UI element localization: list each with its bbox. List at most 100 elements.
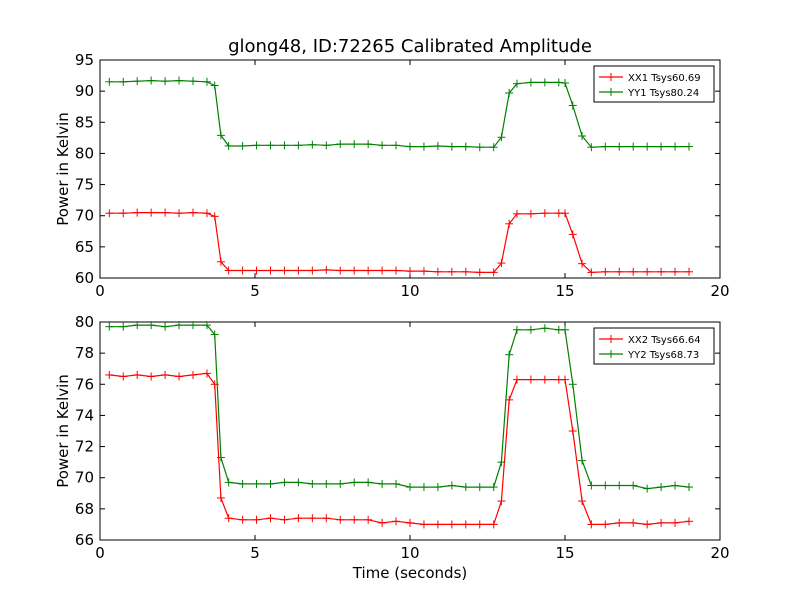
y-tick-label: 80 xyxy=(75,144,94,162)
data-point xyxy=(364,266,373,275)
data-point xyxy=(202,77,211,86)
data-point xyxy=(526,375,535,384)
y-tick-label: 75 xyxy=(75,176,94,194)
x-tick-label: 15 xyxy=(555,544,574,562)
data-point xyxy=(657,267,666,276)
data-point xyxy=(133,321,142,330)
data-point xyxy=(133,370,142,379)
y-tick-label: 66 xyxy=(75,531,94,549)
data-point xyxy=(497,133,506,142)
data-point xyxy=(224,478,233,487)
y-tick-label: 85 xyxy=(75,113,94,131)
data-point xyxy=(202,209,211,218)
data-point xyxy=(497,458,506,467)
data-point xyxy=(216,453,225,462)
data-point xyxy=(105,77,114,86)
data-point xyxy=(671,518,680,527)
data-point xyxy=(629,481,638,490)
data-point xyxy=(336,479,345,488)
data-point xyxy=(119,322,128,331)
data-point xyxy=(419,142,428,151)
x-tick-label: 20 xyxy=(710,544,729,562)
data-point xyxy=(561,209,569,218)
legend-label: XX2 Tsys66.64 xyxy=(628,335,701,346)
data-point xyxy=(322,141,331,150)
data-point xyxy=(322,514,331,523)
data-point xyxy=(568,380,577,389)
data-point xyxy=(615,518,624,527)
data-point xyxy=(147,321,156,330)
data-point xyxy=(238,479,247,488)
data-point xyxy=(308,140,317,149)
data-point xyxy=(643,267,652,276)
data-point xyxy=(189,321,197,330)
data-point xyxy=(526,78,535,87)
data-point xyxy=(489,483,498,492)
data-point xyxy=(119,209,128,218)
y-tick-label: 70 xyxy=(75,207,94,225)
x-tick-label: 10 xyxy=(400,282,419,300)
data-point xyxy=(578,497,587,506)
data-point xyxy=(161,208,170,217)
x-tick-label: 0 xyxy=(95,544,105,562)
data-point xyxy=(175,209,184,218)
data-point xyxy=(224,141,233,150)
x-tick-label: 15 xyxy=(555,282,574,300)
data-point xyxy=(147,208,156,217)
data-point xyxy=(433,141,442,150)
x-tick-label: 20 xyxy=(710,282,729,300)
data-point xyxy=(308,479,317,488)
data-point xyxy=(105,209,114,218)
data-point xyxy=(280,266,289,275)
data-point xyxy=(475,483,484,492)
data-point xyxy=(447,142,456,151)
data-point xyxy=(447,520,456,529)
data-point xyxy=(461,142,470,151)
data-point xyxy=(294,478,303,487)
y-axis-label: Power in Kelvin xyxy=(54,112,72,226)
x-tick-label: 0 xyxy=(95,282,105,300)
data-point xyxy=(350,266,359,275)
data-point xyxy=(175,372,184,381)
y-tick-label: 72 xyxy=(75,438,94,456)
y-tick-label: 80 xyxy=(75,313,94,331)
data-point xyxy=(433,483,442,492)
data-point xyxy=(252,141,261,150)
data-point xyxy=(210,330,219,339)
data-point xyxy=(671,142,680,151)
data-point xyxy=(601,267,610,276)
data-point xyxy=(419,483,428,492)
data-point xyxy=(671,267,680,276)
data-point xyxy=(419,267,428,276)
data-point xyxy=(224,514,233,523)
data-point xyxy=(336,515,345,524)
data-point xyxy=(505,350,514,359)
y-tick-label: 60 xyxy=(75,269,94,287)
data-point xyxy=(505,219,514,228)
y-tick-label: 65 xyxy=(75,238,94,256)
data-point xyxy=(475,143,484,152)
data-point xyxy=(561,79,569,88)
y-tick-label: 95 xyxy=(75,51,94,69)
data-point xyxy=(322,265,331,274)
data-point xyxy=(238,266,247,275)
data-point xyxy=(147,372,156,381)
data-point xyxy=(461,483,470,492)
data-point xyxy=(512,325,521,334)
data-point xyxy=(161,77,170,86)
data-point xyxy=(629,518,638,527)
data-point xyxy=(294,141,303,150)
x-tick-label: 5 xyxy=(250,282,260,300)
data-point xyxy=(378,518,387,527)
data-point xyxy=(561,375,569,384)
data-point xyxy=(280,515,289,524)
data-point xyxy=(475,520,484,529)
data-point xyxy=(238,515,247,524)
data-point xyxy=(561,325,569,334)
series-line xyxy=(109,372,690,526)
data-point xyxy=(512,375,521,384)
data-point xyxy=(568,101,577,110)
data-point xyxy=(489,143,498,152)
series-line xyxy=(109,211,689,274)
